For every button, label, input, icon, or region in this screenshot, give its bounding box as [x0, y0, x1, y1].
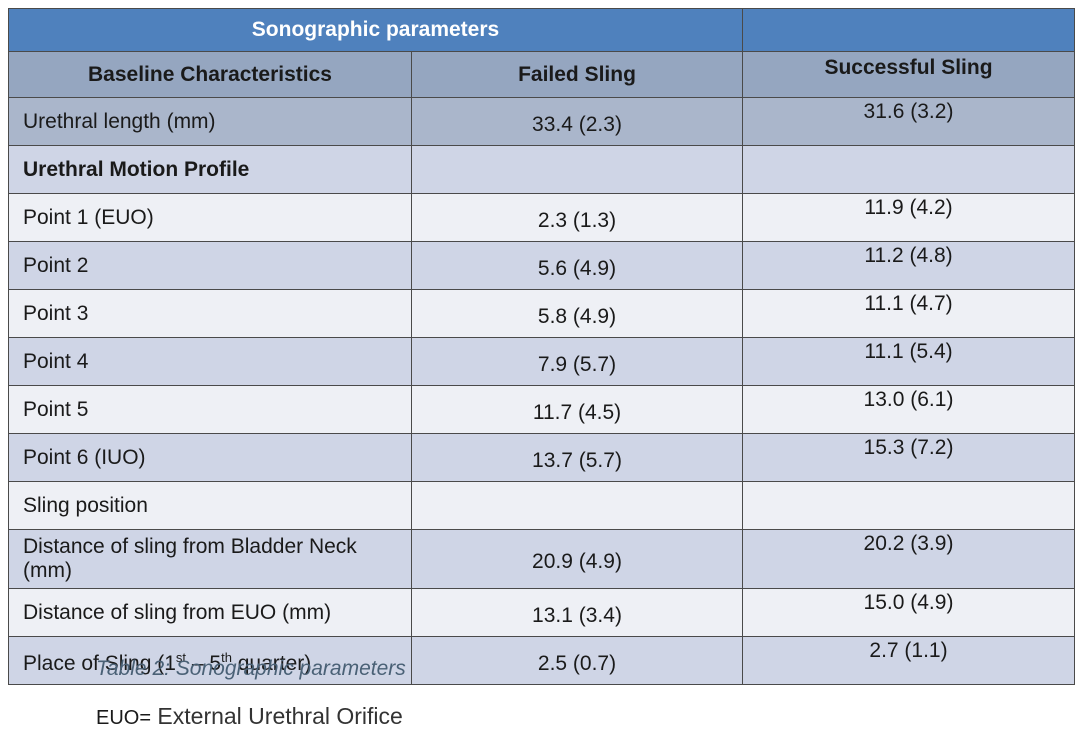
row-label: Point 1 (EUO)	[8, 193, 412, 242]
row-label: Urethral Motion Profile	[8, 145, 412, 194]
successful-value: 2.7 (1.1)	[742, 636, 1075, 685]
abbreviation-note: EUO= External Urethral Orifice	[96, 703, 403, 730]
header-failed-sling: Failed Sling	[411, 51, 743, 98]
failed-value: 11.7 (4.5)	[411, 385, 743, 434]
successful-value: 13.0 (6.1)	[742, 385, 1075, 434]
table-caption: Table 2: Sonographic parameters	[96, 657, 406, 680]
successful-value	[742, 145, 1075, 194]
row-label: Distance of sling from EUO (mm)	[8, 588, 412, 637]
failed-value: 7.9 (5.7)	[411, 337, 743, 386]
table-row: Point 5 11.7 (4.5) 13.0 (6.1)	[8, 385, 1075, 434]
failed-value: 2.3 (1.3)	[411, 193, 743, 242]
table-header-row: Baseline Characteristics Failed Sling Su…	[8, 51, 1075, 98]
successful-value: 11.2 (4.8)	[742, 241, 1075, 290]
table-row: Point 1 (EUO) 2.3 (1.3) 11.9 (4.2)	[8, 193, 1075, 242]
row-label: Point 5	[8, 385, 412, 434]
successful-value: 11.9 (4.2)	[742, 193, 1075, 242]
table-row: Point 3 5.8 (4.9) 11.1 (4.7)	[8, 289, 1075, 338]
sonographic-table-container: Sonographic parameters Baseline Characte…	[8, 8, 1075, 685]
abbreviation-definition: External Urethral Orifice	[151, 703, 403, 729]
row-label: Point 4	[8, 337, 412, 386]
table-title: Sonographic parameters	[8, 8, 743, 52]
failed-value: 13.7 (5.7)	[411, 433, 743, 482]
row-label: Point 2	[8, 241, 412, 290]
table-row: Point 6 (IUO) 13.7 (5.7) 15.3 (7.2)	[8, 433, 1075, 482]
table-title-empty-cell	[742, 8, 1075, 52]
row-label: Sling position	[8, 481, 412, 530]
successful-value: 15.3 (7.2)	[742, 433, 1075, 482]
table-row: Urethral Motion Profile	[8, 145, 1075, 194]
successful-value: 15.0 (4.9)	[742, 588, 1075, 637]
successful-value: 31.6 (3.2)	[742, 97, 1075, 146]
header-baseline-characteristics: Baseline Characteristics	[8, 51, 412, 98]
failed-value: 13.1 (3.4)	[411, 588, 743, 637]
table-title-row: Sonographic parameters	[8, 8, 1075, 52]
table-row: Urethral length (mm) 33.4 (2.3) 31.6 (3.…	[8, 97, 1075, 146]
row-label: Point 6 (IUO)	[8, 433, 412, 482]
successful-value: 11.1 (5.4)	[742, 337, 1075, 386]
row-label: Urethral length (mm)	[8, 97, 412, 146]
abbreviation: EUO=	[96, 707, 152, 729]
row-label: Place of Sling (1st – 5th quarter)	[8, 636, 412, 685]
row-label: Distance of sling from Bladder Neck (mm)	[8, 529, 412, 589]
successful-value: 20.2 (3.9)	[742, 529, 1075, 589]
failed-value: 5.6 (4.9)	[411, 241, 743, 290]
header-successful-sling: Successful Sling	[742, 51, 1075, 98]
table-row: Sling position	[8, 481, 1075, 530]
successful-value: 11.1 (4.7)	[742, 289, 1075, 338]
table-row: Place of Sling (1st – 5th quarter) 2.5 (…	[8, 636, 1075, 685]
failed-value: 20.9 (4.9)	[411, 529, 743, 589]
sonographic-parameters-table: Sonographic parameters Baseline Characte…	[8, 8, 1075, 685]
row-label: Point 3	[8, 289, 412, 338]
failed-value: 5.8 (4.9)	[411, 289, 743, 338]
failed-value: 33.4 (2.3)	[411, 97, 743, 146]
failed-value	[411, 481, 743, 530]
table-row: Distance of sling from Bladder Neck (mm)…	[8, 529, 1075, 589]
table-row: Point 2 5.6 (4.9) 11.2 (4.8)	[8, 241, 1075, 290]
table-row: Point 4 7.9 (5.7) 11.1 (5.4)	[8, 337, 1075, 386]
successful-value	[742, 481, 1075, 530]
failed-value	[411, 145, 743, 194]
table-row: Distance of sling from EUO (mm) 13.1 (3.…	[8, 588, 1075, 637]
failed-value: 2.5 (0.7)	[411, 636, 743, 685]
